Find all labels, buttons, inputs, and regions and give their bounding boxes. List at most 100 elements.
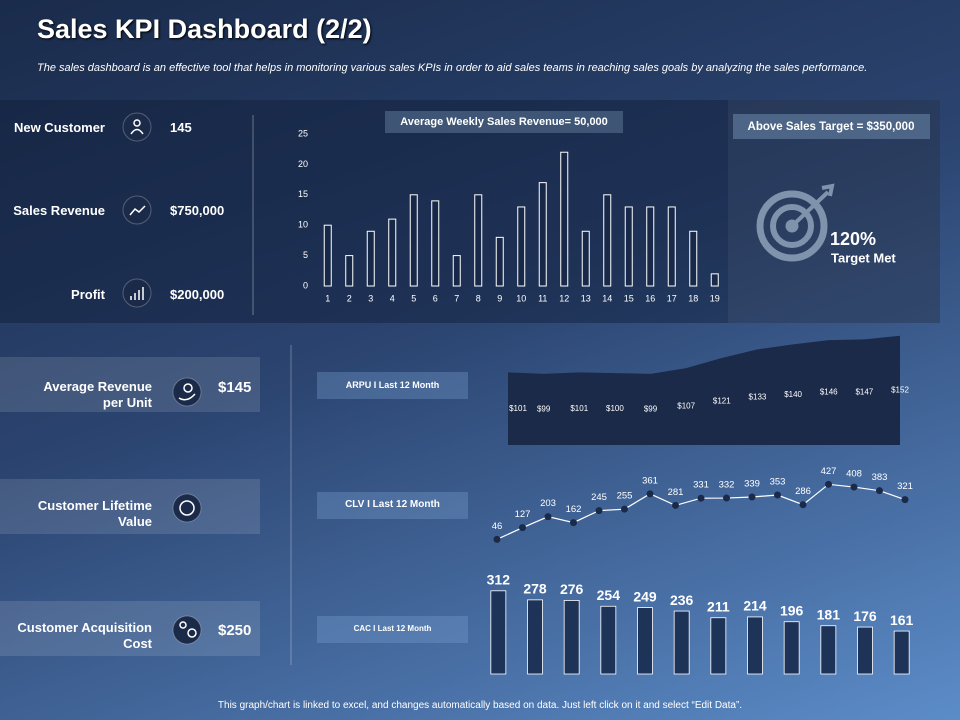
icon — [172, 493, 202, 523]
chart-title-box — [385, 111, 623, 133]
bar — [747, 616, 763, 675]
data-label: $100 — [606, 404, 624, 413]
bar — [323, 224, 332, 287]
bar — [624, 206, 633, 287]
x-tick-label: 14 — [602, 293, 612, 303]
data-label: 245 — [591, 492, 607, 503]
bar — [495, 236, 504, 287]
line — [496, 483, 906, 540]
point — [672, 501, 679, 509]
kpi-label: New Customer — [13, 120, 105, 135]
arrow — [790, 183, 835, 228]
bar — [783, 621, 800, 675]
y-tick-label: 25 — [298, 128, 308, 138]
data-label: $101 — [570, 404, 588, 413]
glyph — [187, 628, 197, 638]
glyph — [179, 500, 195, 516]
glyph — [183, 383, 193, 393]
kpi-value: 145 — [170, 120, 192, 135]
kpi-value: $200,000 — [170, 287, 225, 302]
target-value: 120% — [830, 229, 876, 249]
metric-box — [0, 479, 260, 534]
glyph — [178, 393, 196, 401]
x-tick-label: 8 — [476, 293, 481, 303]
data-label: 214 — [743, 598, 767, 614]
data-label: 203 — [540, 498, 556, 509]
chart-title: CAC I Last 12 Month — [353, 624, 432, 633]
x-tick-label: 12 — [559, 293, 569, 303]
x-tick-label: 1 — [325, 293, 330, 303]
target-icon — [756, 183, 835, 262]
bar — [646, 206, 655, 287]
metric-box — [0, 601, 260, 656]
bar — [563, 600, 580, 675]
point — [723, 494, 730, 502]
x-tick-label: 3 — [368, 293, 373, 303]
point — [646, 490, 654, 498]
label-box — [317, 616, 468, 643]
data-label: 236 — [670, 592, 694, 608]
x-tick-label: 5 — [411, 293, 416, 303]
point — [570, 519, 577, 527]
data-label: 408 — [846, 469, 862, 480]
bar — [388, 218, 397, 287]
data-label: $99 — [644, 405, 658, 414]
point — [774, 491, 781, 499]
bar — [517, 206, 526, 287]
bar — [673, 610, 690, 675]
y-tick-label: 10 — [298, 220, 308, 230]
metric-label: Average Revenue per Unit — [43, 379, 152, 410]
subtitle: The sales dashboard is an effective tool… — [37, 62, 868, 74]
bar — [345, 255, 354, 287]
point — [748, 493, 756, 501]
kpi-label: Sales Revenue — [13, 203, 105, 218]
bar — [431, 200, 440, 287]
data-label: 331 — [693, 480, 709, 491]
bar — [452, 255, 461, 287]
x-tick-label: 2 — [347, 293, 352, 303]
x-tick-label: 17 — [667, 293, 677, 303]
footer: This graph/chart is linked to excel, and… — [217, 700, 743, 711]
bar — [667, 206, 676, 287]
bar — [857, 626, 873, 675]
glyph — [130, 128, 144, 135]
y-tick-label: 0 — [303, 280, 308, 290]
y-tick-label: 5 — [303, 250, 308, 260]
icon — [122, 112, 152, 142]
data-label: 211 — [707, 598, 730, 614]
icon — [122, 278, 152, 308]
data-label: 254 — [597, 587, 621, 603]
ring — [756, 190, 828, 262]
data-label: $152 — [891, 385, 909, 394]
bar — [710, 273, 719, 287]
x-tick-label: 13 — [581, 293, 591, 303]
glyph — [130, 287, 144, 300]
bar — [581, 230, 590, 287]
x-tick-label: 9 — [497, 293, 502, 303]
data-label: 353 — [770, 477, 786, 488]
metric-label: Customer Acquisition Cost — [17, 620, 152, 651]
chart-title: Average Weekly Sales Revenue= 50,000 — [400, 116, 608, 128]
point — [799, 501, 807, 509]
x-tick-label: 4 — [390, 293, 395, 303]
data-label: 286 — [795, 486, 811, 497]
data-label: 427 — [821, 466, 837, 477]
data-label: 249 — [633, 588, 657, 604]
x-tick-label: 16 — [645, 293, 655, 303]
point — [901, 496, 909, 504]
metric-value: $145 — [218, 379, 252, 396]
point — [850, 483, 858, 491]
bar — [710, 617, 727, 675]
bar — [409, 194, 418, 287]
ring — [770, 204, 814, 248]
target-label: Above Sales Target = $350,000 — [748, 121, 915, 133]
x-tick-label: 6 — [433, 293, 438, 303]
glyph — [133, 119, 141, 127]
bar — [366, 230, 375, 287]
bar — [527, 599, 543, 675]
x-tick-label: 19 — [710, 293, 720, 303]
x-tick-label: 11 — [538, 293, 547, 303]
bar — [637, 607, 653, 675]
glyph — [179, 621, 187, 629]
